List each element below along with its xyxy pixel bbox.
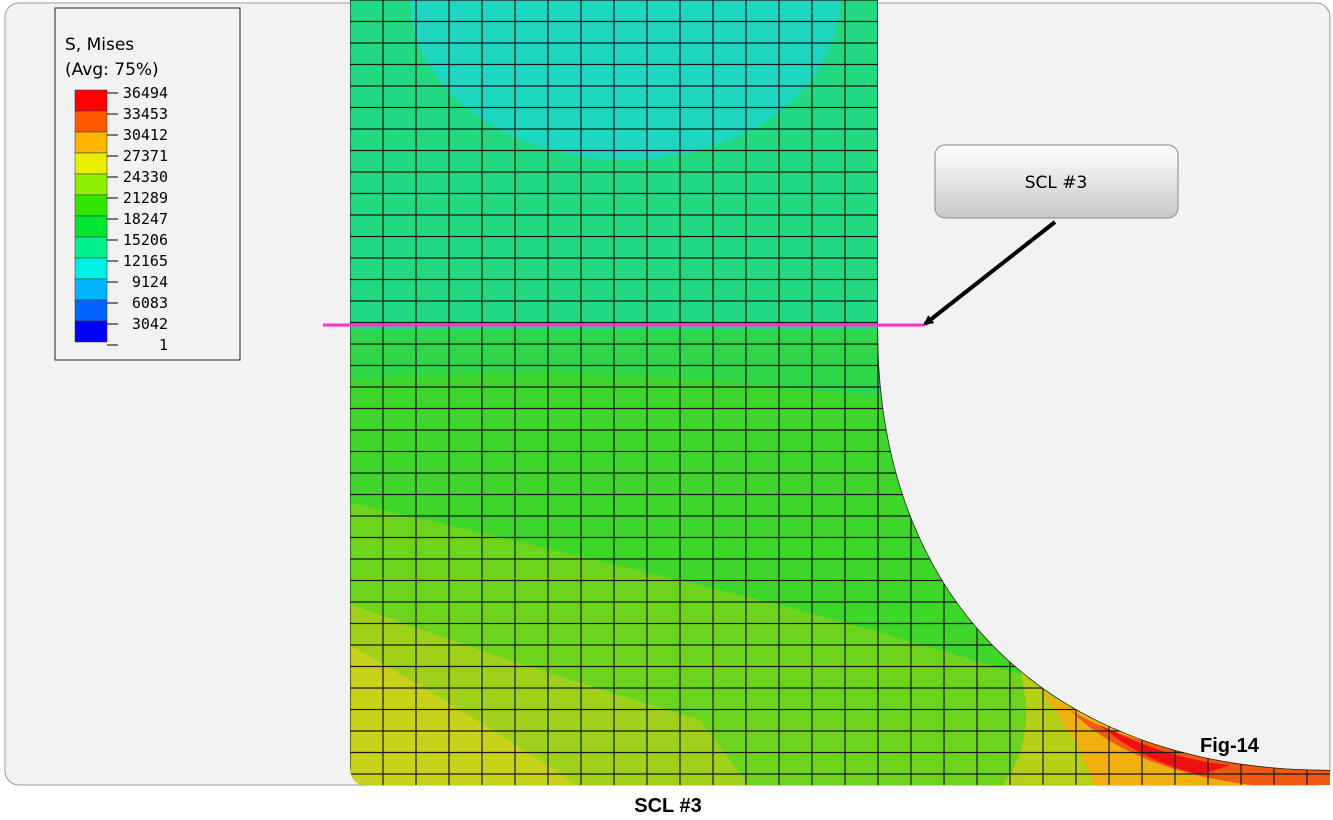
legend-level: 6083 [132,294,168,312]
legend-band [75,279,107,300]
callout-label: SCL #3 [1025,173,1088,193]
legend-level: 36494 [123,84,168,102]
legend-band [75,321,107,342]
legend-band [75,237,107,258]
caption: SCL #3 [634,795,701,817]
legend-title: S, Mises [65,35,134,55]
page: S, Mises (Avg: 75%) 36494 33453 30412 27371… [0,0,1333,820]
legend-level: 27371 [123,147,168,165]
figure-label: Fig-14 [1200,735,1260,757]
legend-band [75,111,107,132]
legend-level: 1 [159,336,168,354]
legend-band [75,195,107,216]
legend-level: 9124 [132,273,168,291]
legend-level: 12165 [123,252,168,270]
legend-level: 18247 [123,210,168,228]
legend-level: 3042 [132,315,168,333]
legend-level: 24330 [123,168,168,186]
legend-level: 21289 [123,189,168,207]
legend-band [75,153,107,174]
legend-level: 33453 [123,105,168,123]
legend-band [75,258,107,279]
legend-level: 30412 [123,126,168,144]
legend-band [75,132,107,153]
legend-band [75,174,107,195]
legend-band [75,216,107,237]
legend-band [75,90,107,111]
legend-level: 15206 [123,231,168,249]
legend-band [75,300,107,321]
legend-subtitle: (Avg: 75%) [65,60,159,80]
